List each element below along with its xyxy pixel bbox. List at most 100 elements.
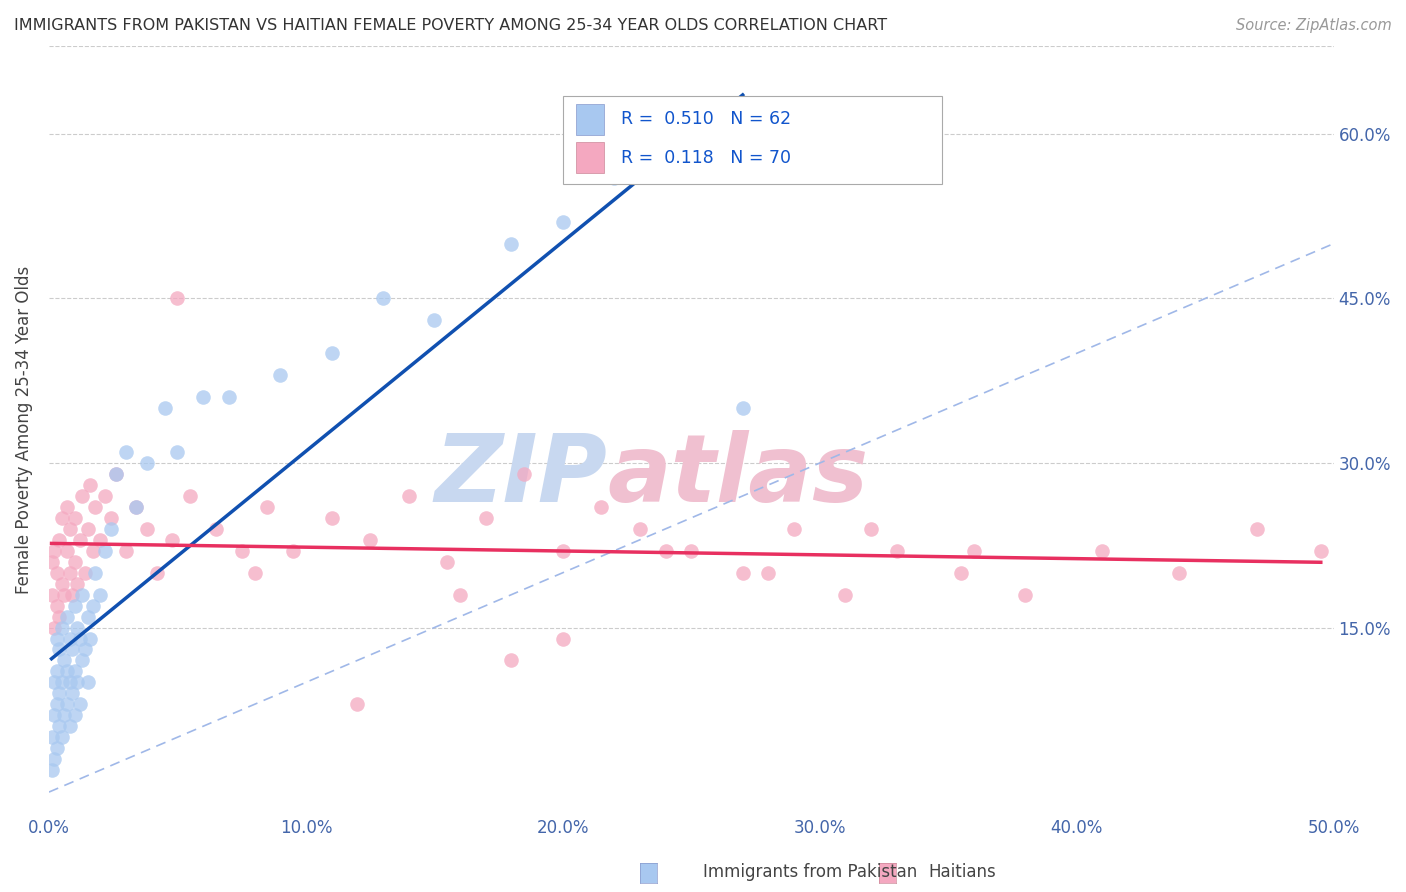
Point bbox=[53, 653, 76, 667]
Point bbox=[63, 708, 86, 723]
Text: Source: ZipAtlas.com: Source: ZipAtlas.com bbox=[1236, 18, 1392, 33]
Point bbox=[63, 511, 86, 525]
Point bbox=[860, 522, 883, 536]
Point bbox=[231, 543, 253, 558]
Point bbox=[501, 236, 523, 251]
Point bbox=[72, 588, 94, 602]
Point bbox=[56, 500, 79, 514]
Point bbox=[42, 675, 65, 690]
Point bbox=[89, 533, 111, 547]
Point bbox=[66, 675, 89, 690]
Point bbox=[42, 752, 65, 766]
Point bbox=[1309, 543, 1331, 558]
Point bbox=[731, 401, 754, 416]
Point bbox=[162, 533, 184, 547]
Point bbox=[48, 686, 70, 700]
Point bbox=[758, 566, 780, 580]
Point bbox=[66, 621, 89, 635]
Point bbox=[731, 116, 754, 130]
Point bbox=[166, 445, 188, 459]
Point bbox=[69, 632, 91, 646]
Point bbox=[58, 522, 80, 536]
Point bbox=[60, 588, 83, 602]
Text: ZIP: ZIP bbox=[434, 430, 607, 522]
Text: Immigrants from Pakistan: Immigrants from Pakistan bbox=[703, 863, 917, 881]
Point bbox=[41, 588, 63, 602]
Point bbox=[654, 543, 676, 558]
Point bbox=[1091, 543, 1114, 558]
Point bbox=[66, 576, 89, 591]
Point bbox=[42, 708, 65, 723]
Point bbox=[94, 489, 117, 503]
Point bbox=[963, 543, 986, 558]
Text: R =  0.510   N = 62: R = 0.510 N = 62 bbox=[620, 110, 790, 128]
Point bbox=[58, 632, 80, 646]
Point bbox=[205, 522, 228, 536]
Point bbox=[166, 292, 188, 306]
Point bbox=[135, 456, 157, 470]
Text: IMMIGRANTS FROM PAKISTAN VS HAITIAN FEMALE POVERTY AMONG 25-34 YEAR OLDS CORRELA: IMMIGRANTS FROM PAKISTAN VS HAITIAN FEMA… bbox=[14, 18, 887, 33]
Point bbox=[551, 632, 574, 646]
Point bbox=[41, 730, 63, 744]
Point bbox=[603, 170, 626, 185]
Point bbox=[628, 522, 651, 536]
Point bbox=[94, 543, 117, 558]
Point bbox=[423, 313, 446, 327]
Point bbox=[76, 675, 98, 690]
Point bbox=[42, 543, 65, 558]
Point bbox=[281, 543, 304, 558]
Y-axis label: Female Poverty Among 25-34 Year Olds: Female Poverty Among 25-34 Year Olds bbox=[15, 266, 32, 594]
Point bbox=[886, 543, 908, 558]
Point bbox=[191, 390, 214, 404]
Point bbox=[834, 588, 856, 602]
Point bbox=[256, 500, 278, 514]
Point bbox=[51, 576, 73, 591]
Point bbox=[60, 686, 83, 700]
Point bbox=[371, 292, 394, 306]
Point bbox=[56, 665, 79, 679]
Point bbox=[73, 566, 96, 580]
Point bbox=[73, 642, 96, 657]
Point bbox=[321, 511, 343, 525]
Point bbox=[783, 522, 806, 536]
Point bbox=[146, 566, 169, 580]
Point bbox=[474, 511, 496, 525]
Point bbox=[58, 675, 80, 690]
Point bbox=[115, 543, 138, 558]
Point bbox=[731, 566, 754, 580]
Point bbox=[125, 500, 148, 514]
Point bbox=[56, 609, 79, 624]
Point bbox=[1014, 588, 1036, 602]
Point bbox=[591, 500, 613, 514]
Point bbox=[72, 653, 94, 667]
Point bbox=[681, 543, 703, 558]
Point bbox=[45, 599, 67, 613]
Text: R =  0.118   N = 70: R = 0.118 N = 70 bbox=[620, 149, 790, 167]
Point bbox=[153, 401, 176, 416]
Point bbox=[449, 588, 471, 602]
Point bbox=[42, 621, 65, 635]
Point bbox=[243, 566, 266, 580]
Point bbox=[269, 368, 291, 383]
Bar bbox=[575, 103, 605, 135]
Point bbox=[79, 632, 101, 646]
Point bbox=[45, 632, 67, 646]
Text: atlas: atlas bbox=[607, 430, 869, 522]
Point bbox=[48, 719, 70, 733]
Point bbox=[436, 555, 458, 569]
Point bbox=[82, 599, 104, 613]
Point bbox=[501, 653, 523, 667]
Point bbox=[63, 665, 86, 679]
Point bbox=[346, 698, 368, 712]
Point bbox=[63, 599, 86, 613]
Point bbox=[45, 566, 67, 580]
Point bbox=[69, 698, 91, 712]
Point bbox=[48, 609, 70, 624]
Point bbox=[1246, 522, 1268, 536]
Point bbox=[41, 763, 63, 777]
Point bbox=[84, 500, 107, 514]
Point bbox=[321, 346, 343, 360]
Text: Haitians: Haitians bbox=[928, 863, 995, 881]
Point bbox=[79, 478, 101, 492]
Point bbox=[1168, 566, 1191, 580]
